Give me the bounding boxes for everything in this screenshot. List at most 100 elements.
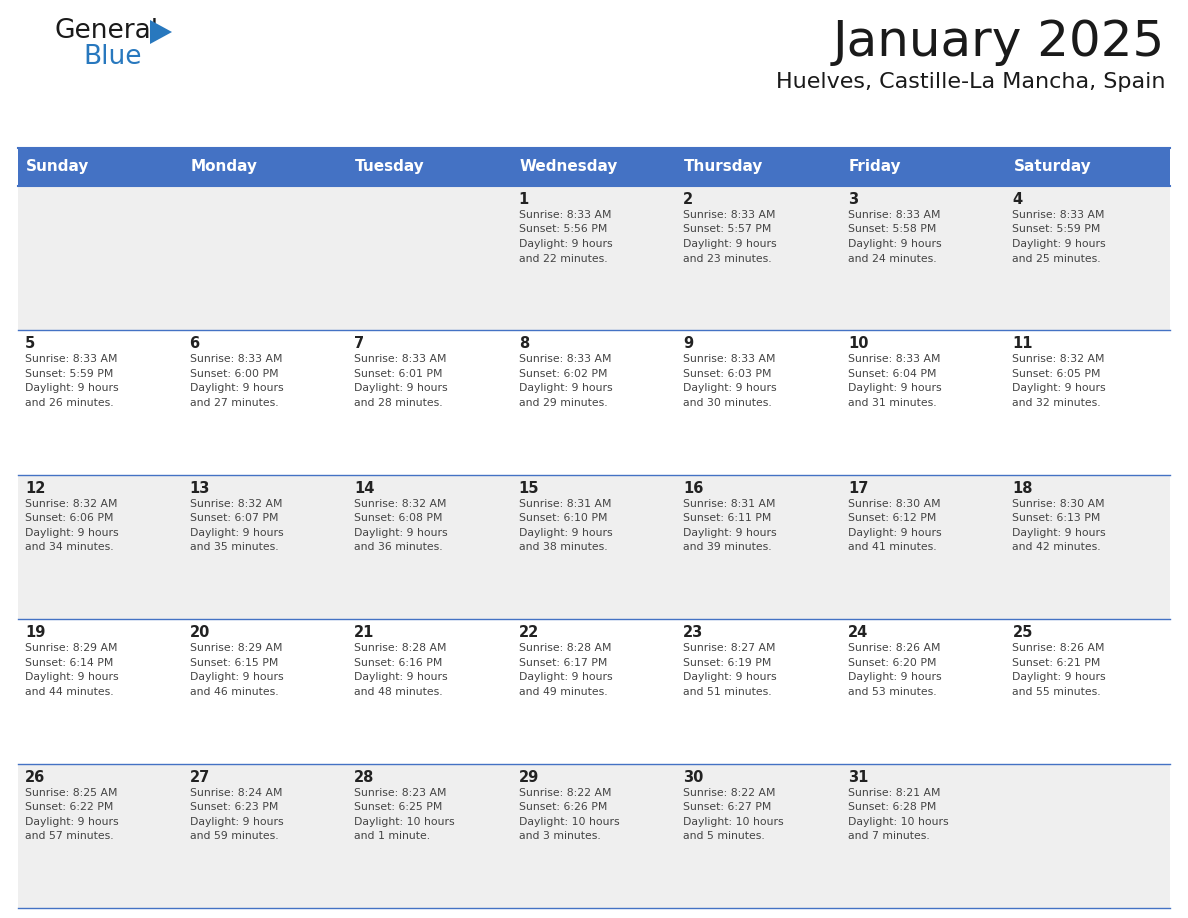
- Text: and 29 minutes.: and 29 minutes.: [519, 397, 607, 408]
- Bar: [1005, 148, 1170, 186]
- Text: 21: 21: [354, 625, 374, 640]
- Text: 10: 10: [848, 336, 868, 352]
- Text: Sunrise: 8:22 AM: Sunrise: 8:22 AM: [519, 788, 611, 798]
- Text: Sunset: 6:08 PM: Sunset: 6:08 PM: [354, 513, 443, 523]
- Text: Daylight: 9 hours: Daylight: 9 hours: [683, 384, 777, 394]
- Text: Daylight: 9 hours: Daylight: 9 hours: [1012, 384, 1106, 394]
- Text: Daylight: 9 hours: Daylight: 9 hours: [25, 528, 119, 538]
- Text: Sunrise: 8:33 AM: Sunrise: 8:33 AM: [25, 354, 118, 364]
- Bar: [676, 330, 841, 475]
- Text: Daylight: 9 hours: Daylight: 9 hours: [190, 384, 283, 394]
- Text: Daylight: 9 hours: Daylight: 9 hours: [354, 672, 448, 682]
- Text: 18: 18: [1012, 481, 1032, 496]
- Text: Daylight: 9 hours: Daylight: 9 hours: [190, 672, 283, 682]
- Text: and 32 minutes.: and 32 minutes.: [1012, 397, 1101, 408]
- Text: Sunset: 6:02 PM: Sunset: 6:02 PM: [519, 369, 607, 379]
- Text: 8: 8: [519, 336, 529, 352]
- Bar: [347, 764, 512, 908]
- Bar: [18, 620, 183, 764]
- Text: and 22 minutes.: and 22 minutes.: [519, 253, 607, 263]
- Text: 20: 20: [190, 625, 210, 640]
- Text: Sunset: 6:17 PM: Sunset: 6:17 PM: [519, 657, 607, 667]
- Text: Sunrise: 8:29 AM: Sunrise: 8:29 AM: [25, 644, 118, 654]
- Text: Daylight: 9 hours: Daylight: 9 hours: [190, 817, 283, 826]
- Text: Thursday: Thursday: [684, 160, 764, 174]
- Text: Daylight: 9 hours: Daylight: 9 hours: [354, 384, 448, 394]
- Text: and 42 minutes.: and 42 minutes.: [1012, 543, 1101, 553]
- Text: Daylight: 9 hours: Daylight: 9 hours: [848, 239, 941, 249]
- Text: and 51 minutes.: and 51 minutes.: [683, 687, 772, 697]
- Text: 27: 27: [190, 769, 210, 785]
- Text: 25: 25: [1012, 625, 1032, 640]
- Text: Sunrise: 8:25 AM: Sunrise: 8:25 AM: [25, 788, 118, 798]
- Text: Sunset: 6:10 PM: Sunset: 6:10 PM: [519, 513, 607, 523]
- Text: Daylight: 9 hours: Daylight: 9 hours: [190, 528, 283, 538]
- Text: Sunset: 6:14 PM: Sunset: 6:14 PM: [25, 657, 113, 667]
- Bar: [512, 764, 676, 908]
- Text: Sunrise: 8:26 AM: Sunrise: 8:26 AM: [1012, 644, 1105, 654]
- Text: Sunrise: 8:33 AM: Sunrise: 8:33 AM: [190, 354, 282, 364]
- Bar: [676, 475, 841, 620]
- Bar: [512, 148, 676, 186]
- Text: Daylight: 9 hours: Daylight: 9 hours: [25, 672, 119, 682]
- Text: 23: 23: [683, 625, 703, 640]
- Bar: [676, 148, 841, 186]
- Text: Sunset: 5:59 PM: Sunset: 5:59 PM: [25, 369, 113, 379]
- Text: and 5 minutes.: and 5 minutes.: [683, 831, 765, 841]
- Text: 12: 12: [25, 481, 45, 496]
- Text: Sunrise: 8:22 AM: Sunrise: 8:22 AM: [683, 788, 776, 798]
- Text: and 59 minutes.: and 59 minutes.: [190, 831, 278, 841]
- Text: Sunset: 6:26 PM: Sunset: 6:26 PM: [519, 802, 607, 812]
- Text: Sunrise: 8:32 AM: Sunrise: 8:32 AM: [190, 498, 282, 509]
- Bar: [183, 148, 347, 186]
- Text: and 49 minutes.: and 49 minutes.: [519, 687, 607, 697]
- Text: Daylight: 9 hours: Daylight: 9 hours: [683, 672, 777, 682]
- Text: Sunset: 6:20 PM: Sunset: 6:20 PM: [848, 657, 936, 667]
- Text: 9: 9: [683, 336, 694, 352]
- Text: Sunset: 6:13 PM: Sunset: 6:13 PM: [1012, 513, 1101, 523]
- Text: Sunrise: 8:32 AM: Sunrise: 8:32 AM: [25, 498, 118, 509]
- Text: and 7 minutes.: and 7 minutes.: [848, 831, 929, 841]
- Text: Sunset: 6:00 PM: Sunset: 6:00 PM: [190, 369, 278, 379]
- Text: Sunrise: 8:27 AM: Sunrise: 8:27 AM: [683, 644, 776, 654]
- Text: Sunrise: 8:26 AM: Sunrise: 8:26 AM: [848, 644, 941, 654]
- Bar: [841, 148, 1005, 186]
- Bar: [183, 186, 347, 330]
- Text: Monday: Monday: [190, 160, 258, 174]
- Text: Sunrise: 8:28 AM: Sunrise: 8:28 AM: [354, 644, 447, 654]
- Text: Daylight: 9 hours: Daylight: 9 hours: [25, 384, 119, 394]
- Text: Sunset: 5:57 PM: Sunset: 5:57 PM: [683, 225, 772, 234]
- Text: 6: 6: [190, 336, 200, 352]
- Text: and 30 minutes.: and 30 minutes.: [683, 397, 772, 408]
- Bar: [1005, 186, 1170, 330]
- Text: Sunset: 6:15 PM: Sunset: 6:15 PM: [190, 657, 278, 667]
- Text: Friday: Friday: [849, 160, 902, 174]
- Text: Sunset: 6:16 PM: Sunset: 6:16 PM: [354, 657, 442, 667]
- Text: 19: 19: [25, 625, 45, 640]
- Text: 14: 14: [354, 481, 374, 496]
- Text: and 41 minutes.: and 41 minutes.: [848, 543, 936, 553]
- Text: Daylight: 9 hours: Daylight: 9 hours: [25, 817, 119, 826]
- Text: General: General: [55, 18, 159, 44]
- Bar: [1005, 330, 1170, 475]
- Text: Sunset: 6:04 PM: Sunset: 6:04 PM: [848, 369, 936, 379]
- Text: 13: 13: [190, 481, 210, 496]
- Text: Sunset: 6:01 PM: Sunset: 6:01 PM: [354, 369, 443, 379]
- Text: Daylight: 9 hours: Daylight: 9 hours: [519, 528, 612, 538]
- Text: Sunrise: 8:29 AM: Sunrise: 8:29 AM: [190, 644, 282, 654]
- Text: Sunset: 6:19 PM: Sunset: 6:19 PM: [683, 657, 772, 667]
- Text: 28: 28: [354, 769, 374, 785]
- Text: Sunset: 5:59 PM: Sunset: 5:59 PM: [1012, 225, 1101, 234]
- Bar: [183, 764, 347, 908]
- Text: Sunrise: 8:30 AM: Sunrise: 8:30 AM: [848, 498, 941, 509]
- Text: Saturday: Saturday: [1013, 160, 1092, 174]
- Text: Sunset: 6:23 PM: Sunset: 6:23 PM: [190, 802, 278, 812]
- Bar: [841, 764, 1005, 908]
- Text: Tuesday: Tuesday: [355, 160, 425, 174]
- Text: and 27 minutes.: and 27 minutes.: [190, 397, 278, 408]
- Text: 11: 11: [1012, 336, 1032, 352]
- Text: 31: 31: [848, 769, 868, 785]
- Text: 22: 22: [519, 625, 539, 640]
- Bar: [18, 148, 183, 186]
- Bar: [183, 620, 347, 764]
